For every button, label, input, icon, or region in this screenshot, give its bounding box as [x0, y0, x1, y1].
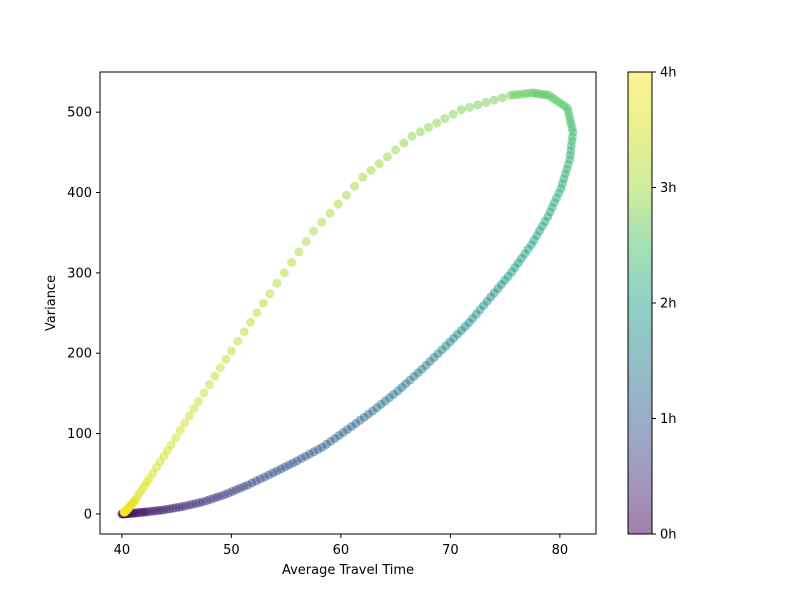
data-point: [239, 327, 249, 337]
data-point: [171, 433, 181, 443]
scatter-points: [117, 88, 578, 519]
colorbar-tick-label: 3h: [660, 181, 677, 196]
y-tick-label: 100: [67, 427, 92, 442]
data-point: [366, 165, 376, 175]
colorbar-ticks: 0h 1h 2h 3h 4h: [652, 66, 677, 543]
data-point: [456, 105, 466, 115]
data-point: [272, 278, 282, 288]
data-point: [448, 109, 458, 119]
data-point: [258, 298, 268, 308]
data-point: [252, 308, 262, 318]
data-point: [423, 122, 433, 132]
x-tick-label: 70: [442, 543, 459, 558]
data-point: [180, 418, 190, 428]
data-point: [233, 336, 243, 346]
data-point: [440, 114, 450, 124]
data-point: [473, 100, 483, 110]
data-point: [189, 404, 199, 414]
y-tick-label: 300: [67, 266, 92, 281]
colorbar-tick-label: 4h: [660, 66, 677, 81]
data-point: [279, 268, 289, 278]
y-tick-label: 0: [84, 507, 92, 522]
data-point: [465, 102, 475, 112]
data-point: [374, 159, 384, 169]
data-point: [506, 90, 516, 100]
data-point: [194, 396, 204, 406]
data-point: [350, 181, 360, 191]
x-tick-label: 40: [114, 543, 131, 558]
y-axis-label: Variance: [44, 275, 59, 331]
data-point: [204, 380, 214, 390]
y-tick-label: 400: [67, 186, 92, 201]
colorbar-tick-label: 0h: [660, 528, 677, 543]
data-point: [221, 354, 231, 364]
data-point: [265, 289, 275, 299]
x-axis: 40 50 60 70 80: [114, 534, 569, 558]
data-point: [489, 95, 499, 105]
data-point: [301, 237, 311, 247]
data-point: [317, 217, 327, 227]
data-point: [497, 93, 507, 103]
data-point: [382, 152, 392, 162]
data-point: [407, 131, 417, 141]
data-point: [287, 257, 297, 267]
data-point: [184, 411, 194, 421]
colorbar-tick-label: 1h: [660, 412, 677, 427]
data-point: [399, 138, 409, 148]
data-point: [309, 226, 319, 236]
data-point: [391, 145, 401, 155]
colorbar: 0h 1h 2h 3h 4h: [627, 66, 677, 543]
y-tick-label: 200: [67, 347, 92, 362]
data-point: [415, 127, 425, 137]
data-point: [341, 190, 351, 200]
data-point: [358, 172, 368, 182]
x-axis-label: Average Travel Time: [282, 563, 414, 578]
x-tick-label: 80: [552, 543, 569, 558]
data-point: [210, 371, 220, 381]
data-point: [215, 363, 225, 373]
data-point: [199, 388, 209, 398]
data-point: [175, 425, 185, 435]
y-tick-label: 500: [67, 106, 92, 121]
plot-frame: [99, 71, 597, 535]
y-axis: 0 100 200 300 400 500: [67, 106, 100, 522]
x-tick-label: 60: [333, 543, 350, 558]
data-point: [325, 208, 335, 218]
colorbar-gradient: [628, 72, 652, 534]
colorbar-tick-label: 2h: [660, 297, 677, 312]
x-tick-label: 50: [223, 543, 240, 558]
data-point: [246, 317, 256, 327]
data-point: [294, 247, 304, 257]
data-point: [481, 98, 491, 108]
data-point: [119, 507, 129, 517]
data-point: [333, 199, 343, 209]
data-point: [226, 346, 236, 356]
data-point: [432, 118, 442, 128]
